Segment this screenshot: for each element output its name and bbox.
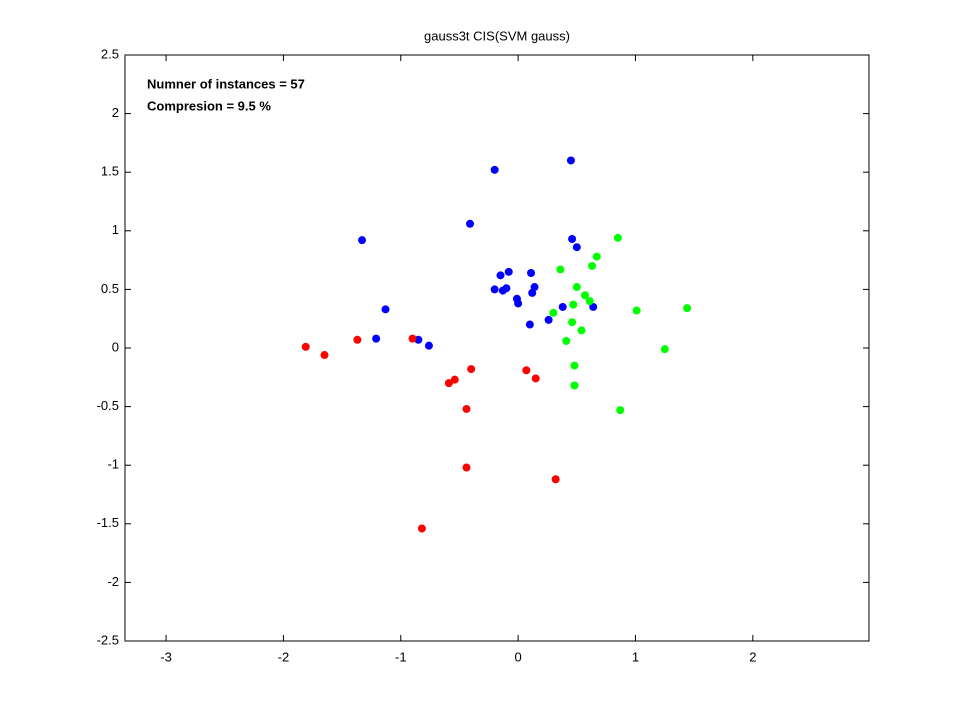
- y-tick-label: 1: [112, 222, 119, 237]
- point: [585, 297, 594, 306]
- point: [683, 304, 692, 313]
- point: [466, 219, 475, 228]
- point: [572, 243, 581, 252]
- y-tick-label: 2.5: [101, 46, 119, 61]
- point: [569, 300, 578, 309]
- point: [556, 265, 565, 274]
- point: [502, 284, 511, 293]
- point: [616, 406, 625, 415]
- point: [528, 288, 537, 297]
- y-tick-label: -2: [107, 574, 119, 589]
- point: [522, 366, 531, 375]
- point: [444, 379, 453, 388]
- point: [632, 306, 641, 315]
- point: [568, 235, 577, 244]
- point: [568, 318, 577, 327]
- annotation: Compresion = 9.5 %: [147, 98, 271, 113]
- chart-title: gauss3t CIS(SVM gauss): [424, 28, 570, 43]
- point: [467, 365, 476, 374]
- point: [490, 165, 499, 174]
- y-tick-label: -0.5: [97, 398, 119, 413]
- point: [570, 381, 579, 390]
- point: [570, 361, 579, 370]
- point: [613, 233, 622, 242]
- x-tick-label: -3: [160, 649, 172, 664]
- point: [581, 291, 590, 300]
- point: [551, 475, 560, 484]
- y-tick-label: 2: [112, 105, 119, 120]
- point: [544, 315, 553, 324]
- point: [417, 524, 426, 533]
- x-tick-label: 0: [515, 649, 522, 664]
- y-tick-label: 1.5: [101, 164, 119, 179]
- y-tick-label: -2.5: [97, 632, 119, 647]
- point: [462, 463, 471, 472]
- point: [358, 236, 367, 245]
- point: [527, 268, 536, 277]
- point: [531, 374, 540, 383]
- point: [490, 285, 499, 294]
- point: [525, 320, 534, 329]
- plot-area: [124, 54, 870, 642]
- point: [558, 302, 567, 311]
- point: [592, 252, 601, 261]
- point: [514, 299, 523, 308]
- y-tick-label: 0.5: [101, 281, 119, 296]
- point: [504, 267, 513, 276]
- point: [450, 375, 459, 384]
- annotation: Numner of instances = 57: [147, 76, 305, 91]
- x-tick-label: -2: [278, 649, 290, 664]
- point: [562, 336, 571, 345]
- y-tick-label: 0: [112, 339, 119, 354]
- point: [588, 261, 597, 270]
- x-tick-label: 1: [632, 649, 639, 664]
- point: [589, 302, 598, 311]
- point: [353, 335, 362, 344]
- point: [301, 342, 310, 351]
- x-tick-label: 2: [749, 649, 756, 664]
- point: [660, 345, 669, 354]
- point: [572, 283, 581, 292]
- point: [408, 334, 417, 343]
- point: [320, 351, 329, 360]
- point: [462, 404, 471, 413]
- point: [372, 334, 381, 343]
- point: [577, 326, 586, 335]
- x-tick-label: -1: [395, 649, 407, 664]
- point: [381, 305, 390, 314]
- y-tick-label: -1.5: [97, 515, 119, 530]
- y-tick-label: -1: [107, 457, 119, 472]
- point: [549, 308, 558, 317]
- point: [496, 271, 505, 280]
- point: [424, 341, 433, 350]
- point: [566, 156, 575, 165]
